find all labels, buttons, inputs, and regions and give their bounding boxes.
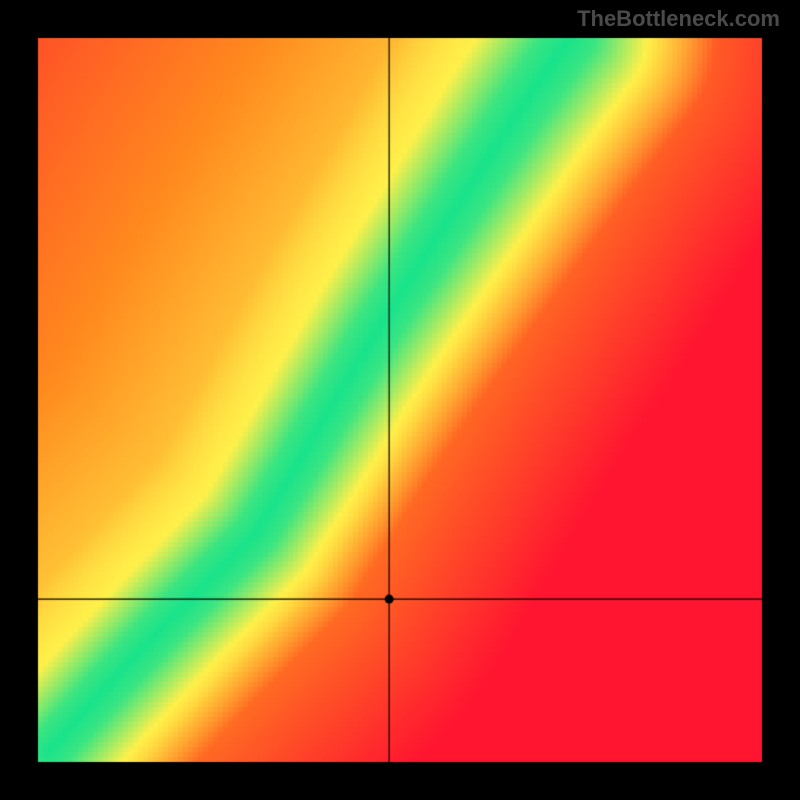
watermark-text: TheBottleneck.com bbox=[577, 6, 780, 32]
bottleneck-heatmap-canvas bbox=[0, 0, 800, 800]
chart-container: TheBottleneck.com bbox=[0, 0, 800, 800]
